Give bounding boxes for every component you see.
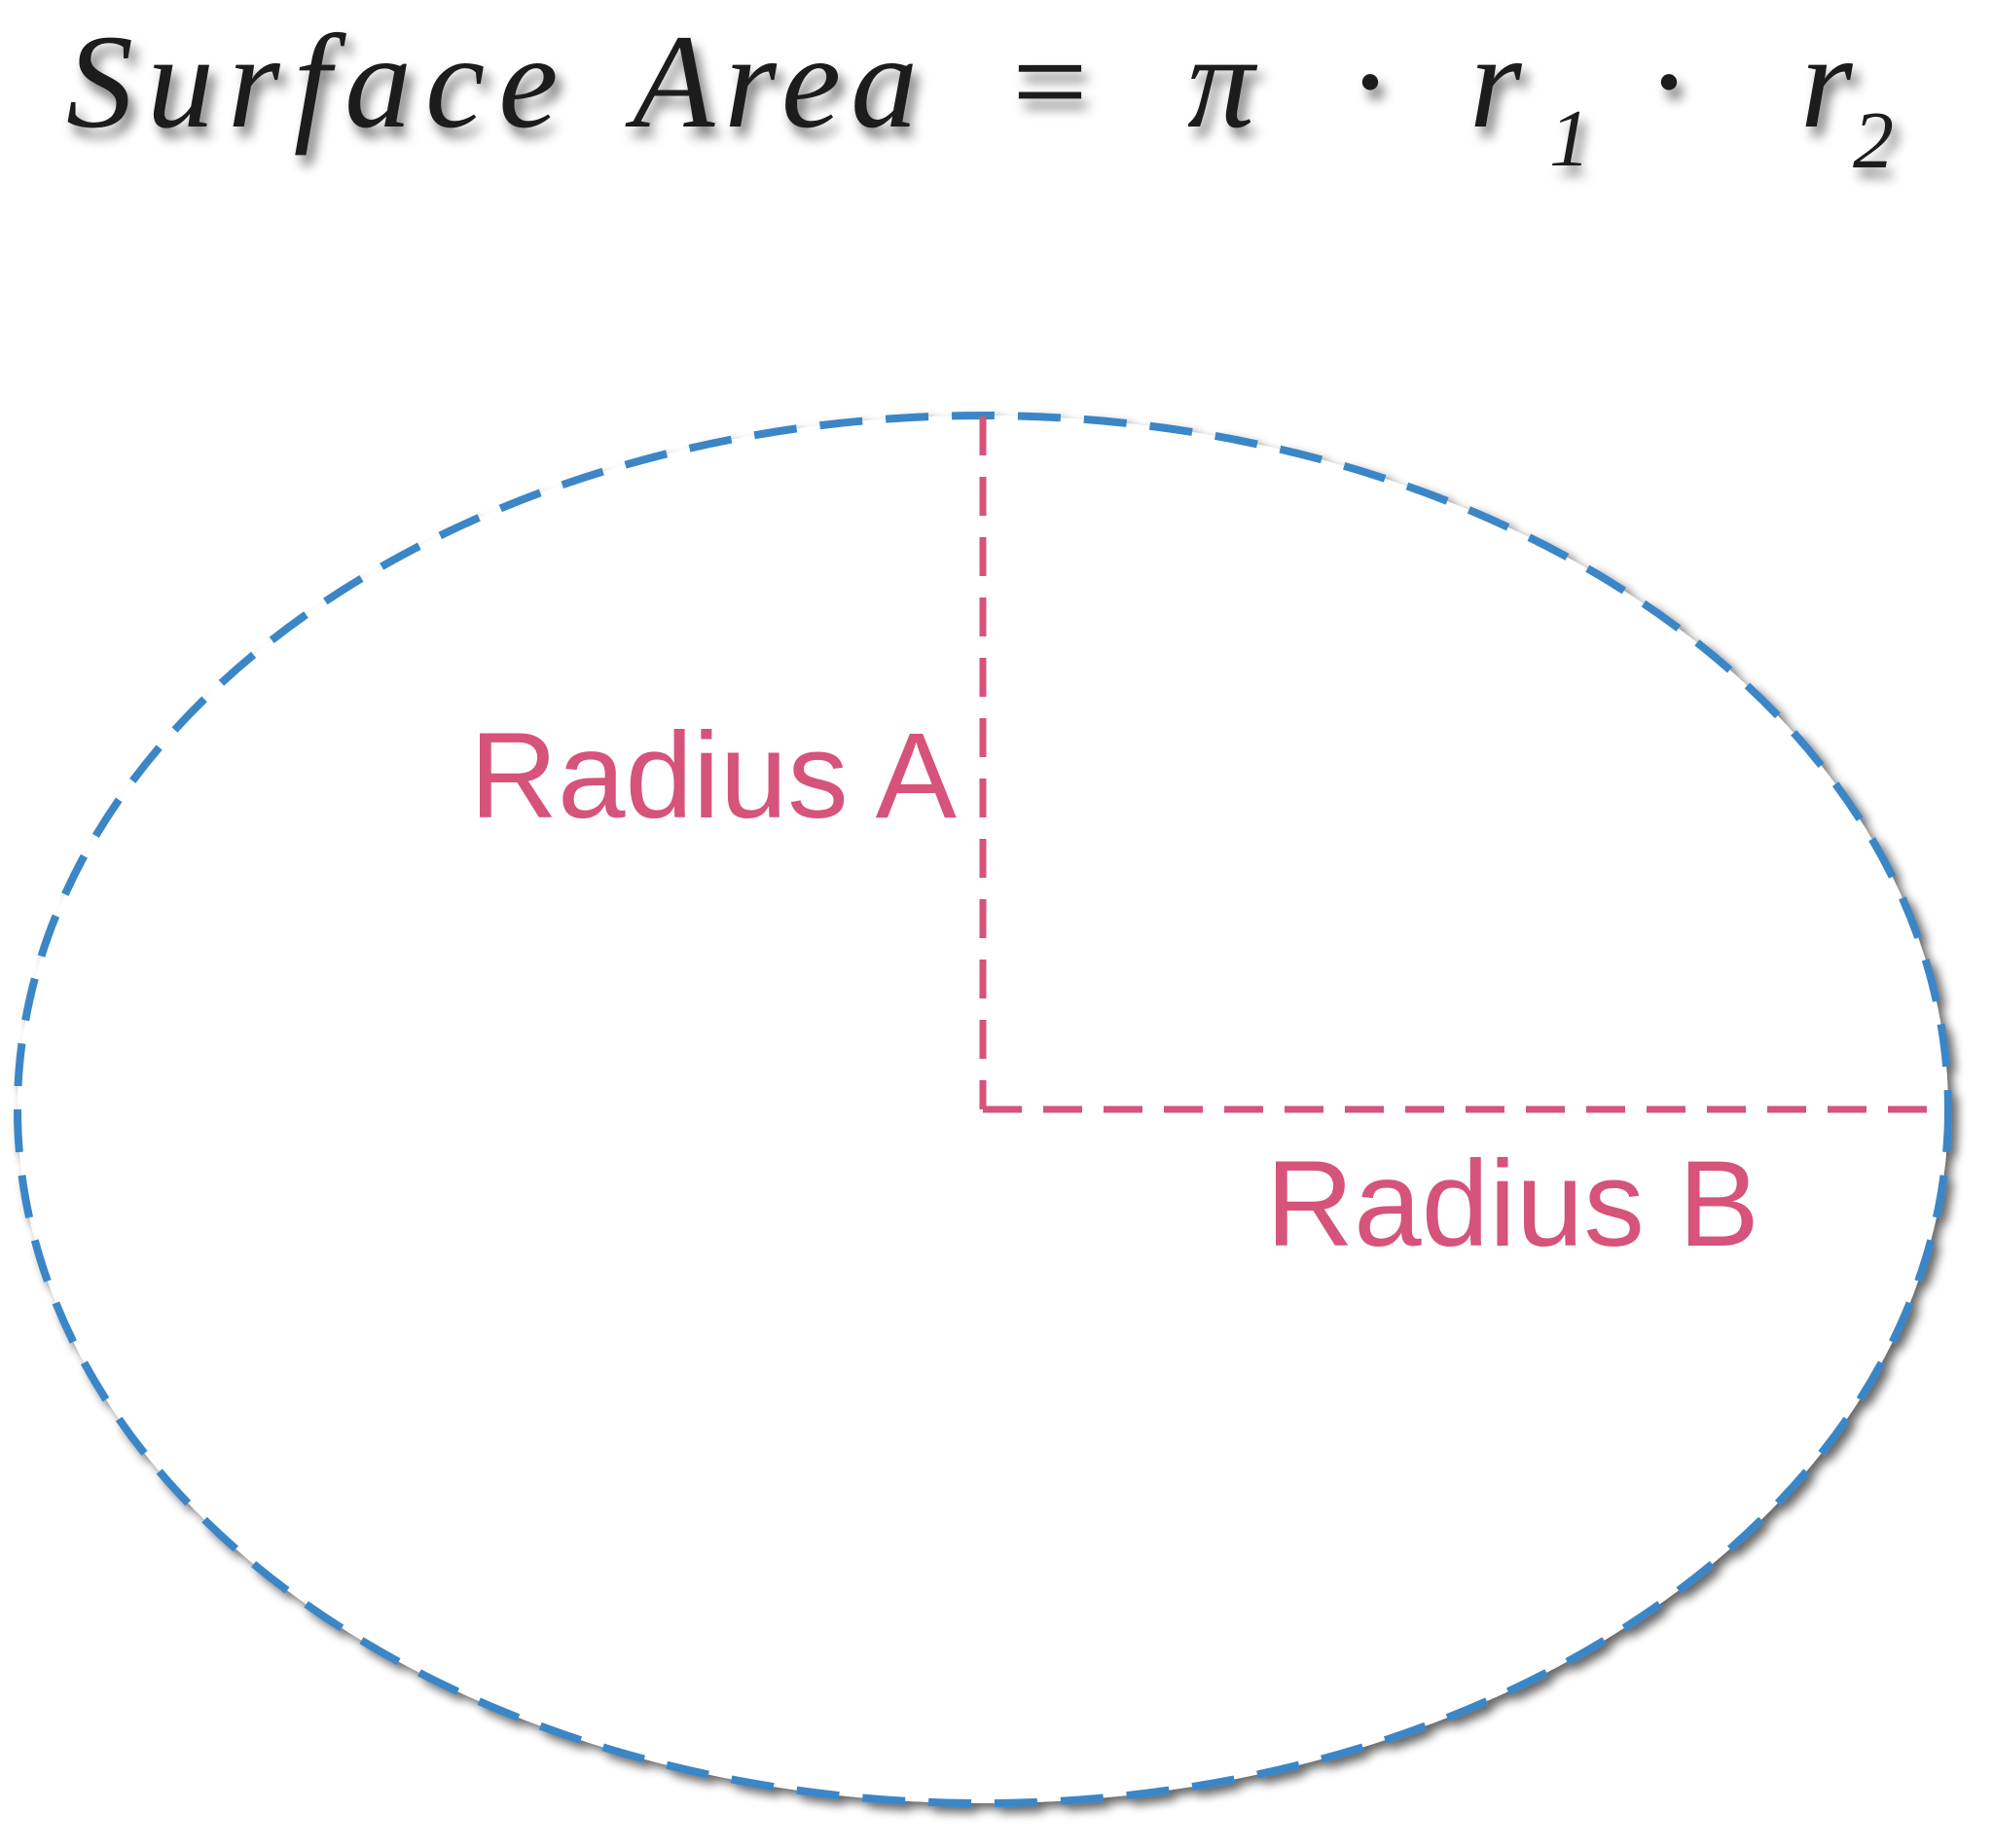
formula: Surface Area = π · r 1 · r 2 xyxy=(66,7,1894,186)
formula-subscript-2: 2 xyxy=(1853,95,1894,186)
radius-a-label: Radius A xyxy=(470,708,958,844)
formula-dot-2: · xyxy=(1647,7,1691,156)
formula-r1: r xyxy=(1469,7,1523,156)
radius-b-label: Radius B xyxy=(1266,1137,1759,1272)
formula-r2: r xyxy=(1800,7,1854,156)
formula-pi: π xyxy=(1187,7,1258,156)
formula-dot-1: · xyxy=(1348,7,1393,156)
formula-word-surface: Surface xyxy=(66,7,572,156)
formula-subscript-1: 1 xyxy=(1549,93,1590,184)
formula-word-area: Area xyxy=(625,7,927,156)
formula-equals: = xyxy=(1012,7,1088,156)
